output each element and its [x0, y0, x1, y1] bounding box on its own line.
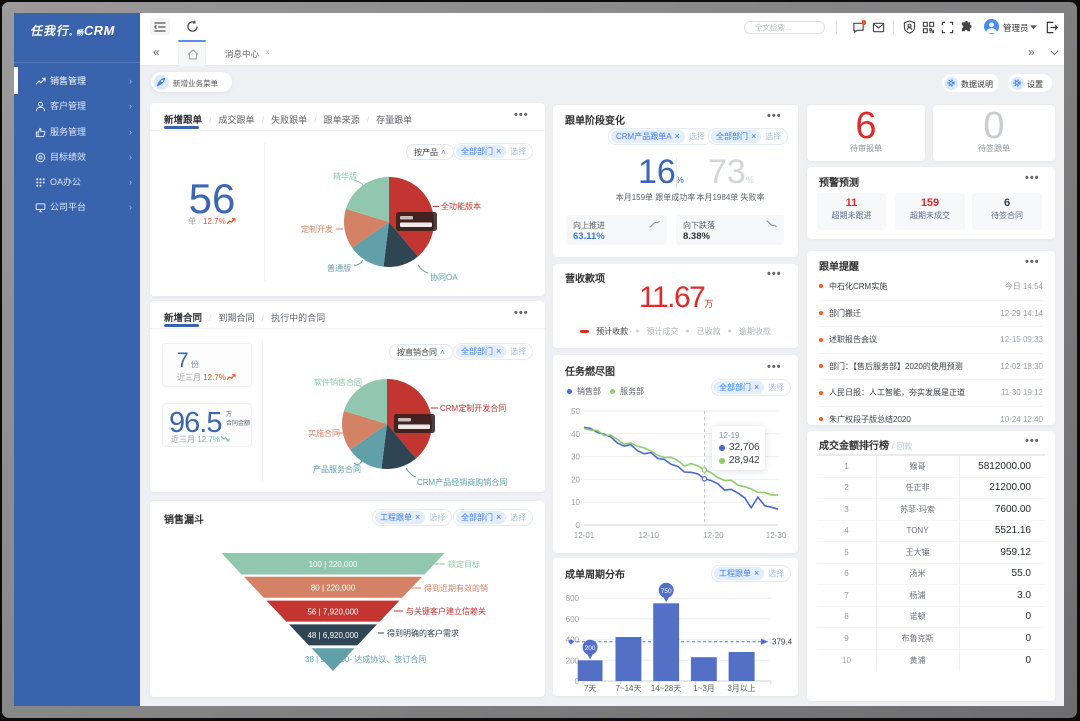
svg-text:7天: 7天: [584, 684, 596, 693]
svg-text:得到明确的客户需求: 得到明确的客户需求: [387, 628, 459, 638]
svg-text:7~14天: 7~14天: [615, 684, 641, 693]
svg-text:400: 400: [566, 636, 580, 645]
svg-text:40: 40: [571, 430, 580, 439]
svg-text:产品服务合同: 产品服务合同: [313, 464, 361, 474]
svg-text:实施合同: 实施合同: [308, 428, 340, 438]
svg-text:精华版: 精华版: [333, 171, 357, 181]
svg-text:协同OA: 协同OA: [430, 272, 458, 282]
svg-text:30: 30: [571, 453, 580, 462]
svg-text:全功能版本: 全功能版本: [441, 201, 481, 211]
svg-text:3月以上: 3月以上: [727, 684, 755, 693]
svg-text:0: 0: [576, 521, 581, 530]
svg-text:1~3月: 1~3月: [693, 684, 715, 693]
svg-text:379.4: 379.4: [772, 638, 793, 647]
svg-text:80 | 220,000: 80 | 220,000: [311, 584, 356, 593]
svg-text:10: 10: [571, 498, 580, 507]
svg-text:与关键客户建立信赖关: 与关键客户建立信赖关: [406, 606, 486, 616]
svg-text:56 | 7,920,000: 56 | 7,920,000: [307, 608, 359, 617]
svg-text:锁定目标: 锁定目标: [448, 559, 480, 569]
svg-text:100 | 220,000: 100 | 220,000: [309, 560, 358, 569]
svg-text:12-20: 12-20: [703, 531, 724, 540]
svg-text:CRM产品经销商购销合同: CRM产品经销商购销合同: [417, 477, 507, 487]
svg-text:定制开发: 定制开发: [301, 224, 333, 234]
svg-text:200: 200: [566, 656, 580, 665]
svg-text:50: 50: [571, 407, 580, 416]
svg-text:得到近期有效的销: 得到近期有效的销: [424, 583, 488, 593]
svg-text:750: 750: [661, 588, 672, 595]
svg-text:CRM定制开发合同: CRM定制开发合同: [440, 403, 506, 413]
svg-text:38 | 920,000- 达成协议、签订合同: 38 | 920,000- 达成协议、签订合同: [305, 654, 426, 664]
svg-text:48 | 6,920,000: 48 | 6,920,000: [307, 631, 359, 640]
svg-text:14~28天: 14~28天: [651, 684, 681, 693]
svg-text:12-30: 12-30: [766, 531, 787, 540]
svg-text:800: 800: [566, 594, 580, 603]
svg-text:12-01: 12-01: [574, 531, 595, 540]
svg-text:0: 0: [575, 677, 580, 686]
svg-text:普通版: 普通版: [327, 263, 351, 273]
svg-text:软件销售合同: 软件销售合同: [314, 377, 362, 387]
svg-text:12-10: 12-10: [638, 531, 659, 540]
svg-text:200: 200: [585, 645, 596, 652]
svg-text:600: 600: [566, 615, 580, 624]
svg-text:20: 20: [571, 475, 580, 484]
